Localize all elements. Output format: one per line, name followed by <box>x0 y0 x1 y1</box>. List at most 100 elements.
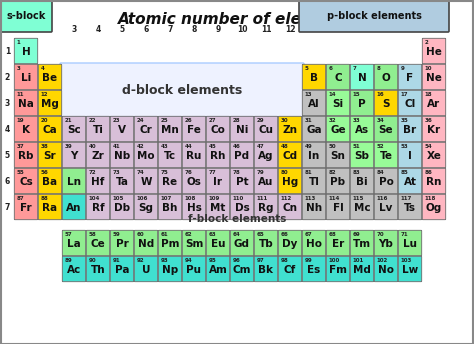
FancyBboxPatch shape <box>62 116 86 142</box>
Text: Pa: Pa <box>115 265 129 275</box>
Text: 73: 73 <box>112 171 120 175</box>
Text: 47: 47 <box>256 144 264 150</box>
FancyBboxPatch shape <box>182 168 206 194</box>
FancyBboxPatch shape <box>350 230 374 256</box>
Text: Os: Os <box>187 177 201 187</box>
FancyBboxPatch shape <box>230 168 254 194</box>
FancyBboxPatch shape <box>326 256 350 282</box>
Text: Cn: Cn <box>283 203 298 213</box>
FancyBboxPatch shape <box>350 64 374 90</box>
Text: Ds: Ds <box>235 203 249 213</box>
FancyBboxPatch shape <box>230 116 254 142</box>
Text: 96: 96 <box>233 258 240 264</box>
Text: 25: 25 <box>161 118 168 123</box>
Text: 19: 19 <box>17 118 24 123</box>
Text: 17: 17 <box>401 93 408 97</box>
Text: Po: Po <box>379 177 393 187</box>
FancyBboxPatch shape <box>302 142 326 168</box>
Text: 94: 94 <box>184 258 192 264</box>
FancyBboxPatch shape <box>134 116 158 142</box>
Text: 20: 20 <box>40 118 48 123</box>
Text: 83: 83 <box>353 171 360 175</box>
Text: 10: 10 <box>425 66 432 72</box>
Text: 12: 12 <box>285 25 295 34</box>
Text: 5: 5 <box>304 66 309 72</box>
Text: Pr: Pr <box>116 239 128 249</box>
FancyBboxPatch shape <box>182 256 206 282</box>
Text: Cs: Cs <box>19 177 33 187</box>
Text: 103: 103 <box>401 258 412 264</box>
Text: 5: 5 <box>119 25 125 34</box>
Text: 53: 53 <box>401 144 408 150</box>
FancyBboxPatch shape <box>134 256 158 282</box>
Text: Sn: Sn <box>330 151 346 161</box>
Text: 46: 46 <box>233 144 240 150</box>
Text: At: At <box>403 177 417 187</box>
Text: Bk: Bk <box>258 265 273 275</box>
FancyBboxPatch shape <box>182 230 206 256</box>
Text: d-block elements: d-block elements <box>122 84 242 97</box>
Text: Rg: Rg <box>258 203 274 213</box>
Text: 82: 82 <box>328 171 336 175</box>
Text: Be: Be <box>43 73 57 83</box>
Text: 10: 10 <box>237 25 247 34</box>
Text: 15: 15 <box>353 93 360 97</box>
FancyBboxPatch shape <box>302 90 326 116</box>
FancyBboxPatch shape <box>278 194 301 220</box>
Text: Ho: Ho <box>306 239 322 249</box>
Text: Md: Md <box>353 265 371 275</box>
Text: 42: 42 <box>137 144 144 150</box>
Text: Se: Se <box>379 125 393 135</box>
Text: 87: 87 <box>17 196 24 202</box>
FancyBboxPatch shape <box>14 168 38 194</box>
Text: Pt: Pt <box>236 177 248 187</box>
Text: As: As <box>355 125 369 135</box>
FancyBboxPatch shape <box>278 116 301 142</box>
FancyBboxPatch shape <box>302 168 326 194</box>
Text: 76: 76 <box>184 171 192 175</box>
Text: V: V <box>118 125 126 135</box>
Text: 72: 72 <box>89 171 96 175</box>
FancyBboxPatch shape <box>398 256 422 282</box>
FancyBboxPatch shape <box>134 230 158 256</box>
Text: 107: 107 <box>161 196 172 202</box>
FancyBboxPatch shape <box>374 168 398 194</box>
FancyBboxPatch shape <box>38 64 62 90</box>
Text: 13: 13 <box>309 25 319 34</box>
Text: 75: 75 <box>161 171 168 175</box>
Text: 58: 58 <box>89 233 96 237</box>
FancyBboxPatch shape <box>158 194 182 220</box>
Text: 28: 28 <box>233 118 240 123</box>
Text: 45: 45 <box>209 144 216 150</box>
Text: 110: 110 <box>233 196 244 202</box>
FancyBboxPatch shape <box>110 230 134 256</box>
Text: 6: 6 <box>143 25 149 34</box>
Text: 27: 27 <box>209 118 216 123</box>
Text: 44: 44 <box>184 144 192 150</box>
FancyBboxPatch shape <box>38 116 62 142</box>
Text: Tm: Tm <box>353 239 371 249</box>
FancyBboxPatch shape <box>278 168 301 194</box>
FancyBboxPatch shape <box>62 142 86 168</box>
Text: 65: 65 <box>256 233 264 237</box>
Text: Pd: Pd <box>235 151 250 161</box>
Text: Lu: Lu <box>403 239 417 249</box>
Text: Ir: Ir <box>213 177 222 187</box>
FancyBboxPatch shape <box>374 194 398 220</box>
Text: p-block elements: p-block elements <box>327 11 421 21</box>
Text: 63: 63 <box>209 233 216 237</box>
Text: 23: 23 <box>112 118 120 123</box>
FancyBboxPatch shape <box>302 230 326 256</box>
Text: 7: 7 <box>5 203 10 212</box>
FancyBboxPatch shape <box>398 142 422 168</box>
Text: Te: Te <box>380 151 392 161</box>
FancyBboxPatch shape <box>278 230 301 256</box>
FancyBboxPatch shape <box>374 64 398 90</box>
Text: 66: 66 <box>281 233 288 237</box>
Text: 116: 116 <box>376 196 388 202</box>
Text: 22: 22 <box>89 118 96 123</box>
FancyBboxPatch shape <box>230 142 254 168</box>
FancyBboxPatch shape <box>230 230 254 256</box>
Text: Pu: Pu <box>186 265 201 275</box>
Text: Au: Au <box>258 177 273 187</box>
